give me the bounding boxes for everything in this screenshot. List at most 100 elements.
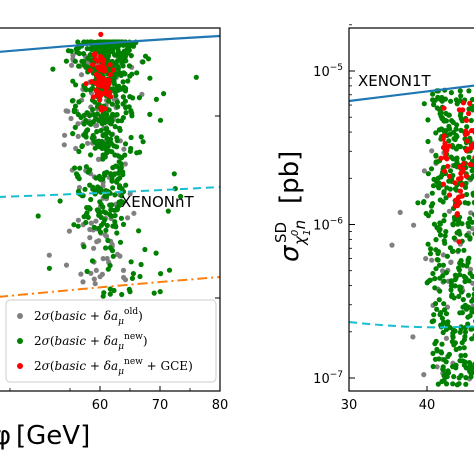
green-point <box>65 48 71 54</box>
green-point <box>109 101 115 107</box>
green-point <box>443 311 450 317</box>
green-point <box>106 119 112 125</box>
green-point <box>85 127 91 133</box>
green-point <box>126 286 132 292</box>
green-point <box>448 278 454 284</box>
green-point <box>142 53 149 59</box>
green-point <box>421 101 427 107</box>
red-point <box>446 143 452 149</box>
green-point <box>128 145 134 152</box>
green-point <box>117 239 124 245</box>
green-point <box>91 224 97 230</box>
green-point <box>85 214 91 220</box>
green-point <box>109 131 115 137</box>
green-point <box>466 278 472 284</box>
green-point <box>97 229 104 235</box>
green-point <box>153 96 159 102</box>
red-point <box>457 164 463 170</box>
green-point <box>123 105 129 111</box>
green-point <box>115 64 121 70</box>
green-point <box>440 115 446 121</box>
grey-point <box>410 334 416 340</box>
right-panel: 30 40 10−7 10−6 10−5 XENON1T σ SD χ01n [pb] <box>272 24 474 413</box>
green-point <box>458 116 464 122</box>
green-point <box>428 166 435 172</box>
green-point <box>447 186 453 192</box>
green-point <box>161 91 167 97</box>
red-point <box>102 106 108 112</box>
green-point <box>83 134 89 140</box>
red-point <box>440 144 447 151</box>
green-point <box>83 164 89 170</box>
green-point <box>456 267 462 273</box>
green-point <box>452 136 458 143</box>
green-point <box>457 358 463 364</box>
grey-point <box>78 72 85 78</box>
green-point <box>119 193 125 199</box>
green-point <box>138 261 144 268</box>
green-point <box>50 66 56 72</box>
red-point <box>107 62 113 68</box>
green-point <box>109 213 115 219</box>
green-point <box>466 224 472 230</box>
right-y-tick-label: 10−7 <box>313 370 343 387</box>
green-point <box>425 213 431 219</box>
green-point <box>122 141 129 147</box>
left-xlabel-symbol: φ <box>0 421 11 451</box>
green-point <box>465 257 471 263</box>
green-point <box>85 55 91 61</box>
green-point <box>433 247 439 253</box>
green-point <box>435 250 441 257</box>
green-point <box>90 111 97 118</box>
green-point <box>103 210 109 216</box>
grey-point <box>94 239 100 245</box>
green-point <box>433 237 439 243</box>
green-point <box>468 117 474 124</box>
green-point <box>415 200 421 206</box>
green-point <box>151 290 157 296</box>
green-point <box>463 180 469 186</box>
ylabel-sub: χ01n <box>290 220 313 246</box>
grey-point <box>389 242 395 248</box>
ylabel-sigma: σ <box>275 244 305 262</box>
red-point <box>83 81 89 87</box>
green-point <box>458 93 464 99</box>
green-point <box>116 159 122 165</box>
grey-point <box>66 228 72 234</box>
red-point <box>459 193 465 199</box>
green-point <box>130 271 136 277</box>
green-point <box>433 152 439 158</box>
green-point <box>444 253 450 259</box>
green-point <box>114 135 120 141</box>
green-point <box>115 118 121 124</box>
green-point <box>121 48 127 54</box>
green-point <box>433 130 439 136</box>
red-point <box>455 201 461 207</box>
red-point <box>87 67 93 73</box>
green-point <box>87 113 93 119</box>
green-point <box>178 193 184 200</box>
green-point <box>171 171 177 177</box>
green-point <box>108 136 114 142</box>
green-point <box>448 98 454 104</box>
green-point <box>73 171 80 177</box>
red-point <box>468 145 474 151</box>
xenon1t-curve-left <box>0 34 220 53</box>
red-point <box>441 105 447 111</box>
green-point <box>447 131 453 137</box>
green-point <box>458 353 464 359</box>
green-point <box>109 114 115 120</box>
green-point <box>469 298 474 304</box>
grey-point <box>421 168 427 174</box>
grey-point <box>421 372 427 378</box>
right-x-tick-label: 30 <box>341 398 358 413</box>
green-point <box>451 295 457 301</box>
red-point <box>463 128 469 134</box>
green-point <box>75 223 81 229</box>
green-point <box>153 250 159 256</box>
green-point <box>462 200 468 206</box>
green-point <box>451 374 457 380</box>
green-point <box>107 245 113 251</box>
green-point <box>457 345 463 351</box>
green-point <box>460 262 466 268</box>
